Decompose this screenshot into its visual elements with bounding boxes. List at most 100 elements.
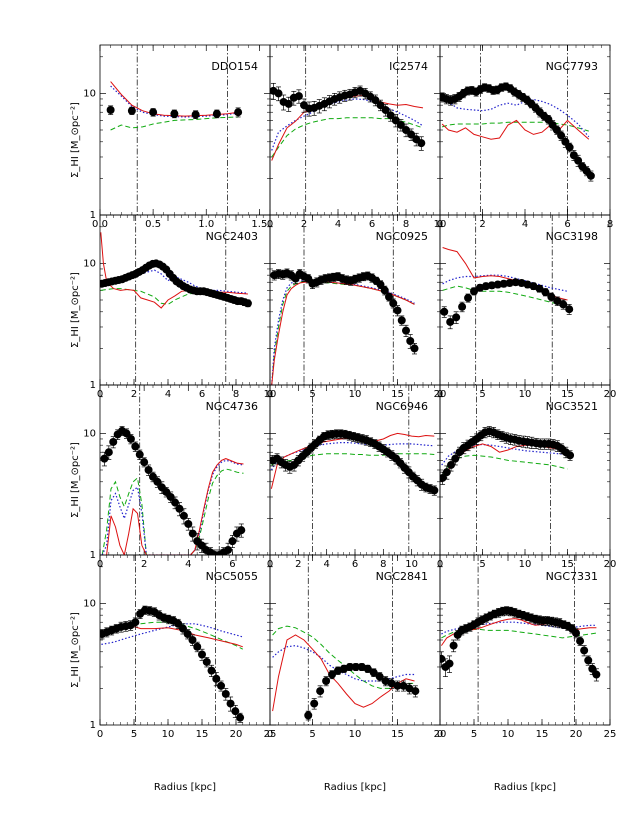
data-point	[221, 689, 230, 698]
x-tick-label: 15	[561, 559, 574, 570]
x-tick-label: 1.0	[198, 219, 214, 230]
data-point	[393, 306, 402, 315]
data-point	[565, 143, 574, 152]
data-point	[104, 448, 113, 457]
data-point	[140, 458, 149, 467]
data-point	[442, 468, 451, 477]
y-axis-label: Σ_HI [M_⊙pc⁻²]	[70, 442, 81, 518]
observed-series	[270, 429, 439, 496]
model-green-curve	[272, 625, 415, 689]
model-red-curve	[102, 458, 244, 555]
data-point	[284, 99, 293, 108]
data-point	[565, 305, 574, 314]
y-tick-label: 10	[83, 428, 96, 439]
model-red-curve	[272, 634, 415, 712]
data-point	[175, 504, 184, 513]
data-point	[153, 477, 162, 486]
observed-series	[100, 259, 252, 308]
x-tick-label: 25	[604, 729, 617, 740]
data-point	[406, 337, 415, 346]
x-tick-label: 15	[536, 729, 549, 740]
data-point	[396, 120, 405, 129]
data-point	[131, 618, 140, 627]
galaxy-name-label: NGC4736	[206, 400, 258, 413]
data-point	[345, 662, 354, 671]
data-point	[369, 668, 378, 677]
data-point	[411, 687, 420, 696]
data-point	[228, 537, 237, 546]
x-tick-label: 4	[323, 559, 329, 570]
data-point	[380, 286, 389, 295]
data-point	[310, 699, 319, 708]
data-point	[487, 281, 496, 290]
data-point	[580, 646, 589, 655]
x-tick-label: 6	[352, 559, 358, 570]
x-tick-label: 4	[522, 219, 528, 230]
y-tick-label: 1	[90, 210, 96, 221]
x-tick-label: 15	[391, 729, 404, 740]
galaxy-name-label: NGC3521	[546, 400, 598, 413]
x-tick-label: 5	[131, 729, 137, 740]
data-point	[226, 699, 235, 708]
galaxy-name-label: DDO154	[211, 60, 258, 73]
data-point	[363, 664, 372, 673]
x-tick-label: 2	[141, 559, 147, 570]
x-tick-label: 6	[229, 559, 235, 570]
data-point	[122, 429, 131, 438]
x-tick-label: 5	[479, 389, 485, 400]
data-point	[445, 659, 454, 668]
data-point	[592, 670, 601, 679]
x-tick-label: 15	[561, 389, 574, 400]
y-tick-label: 10	[83, 598, 96, 609]
y-axis-label: Σ_HI [M_⊙pc⁻²]	[70, 612, 81, 688]
galaxy-name-label: NGC3198	[546, 230, 598, 243]
observed-series	[440, 426, 575, 485]
model-blue-curve	[271, 280, 415, 385]
x-tick-label: 10	[162, 729, 175, 740]
data-point	[430, 486, 439, 495]
data-point	[541, 288, 550, 297]
model-green-curve	[101, 468, 244, 555]
data-point	[470, 287, 478, 296]
x-tick-label: 15	[391, 389, 404, 400]
observed-series	[440, 606, 601, 682]
data-point	[393, 681, 402, 690]
data-point	[464, 293, 473, 302]
data-point	[511, 278, 520, 287]
data-point	[588, 664, 597, 673]
data-point	[179, 511, 188, 520]
x-tick-label: 8	[380, 559, 386, 570]
x-tick-label: 8	[233, 389, 239, 400]
data-point	[198, 650, 206, 659]
y-tick-label: 1	[90, 550, 96, 561]
x-tick-label: 10	[519, 559, 532, 570]
data-point	[294, 92, 303, 101]
x-tick-label: 6	[369, 219, 375, 230]
data-point	[106, 106, 115, 115]
data-point	[371, 96, 380, 105]
model-blue-curve	[101, 623, 243, 645]
data-point	[375, 672, 384, 681]
x-tick-label: 0	[97, 729, 103, 740]
data-point	[274, 89, 283, 98]
data-point	[193, 642, 202, 651]
model-blue-curve	[101, 459, 244, 555]
data-point	[202, 657, 211, 666]
data-point	[322, 677, 331, 686]
data-point	[389, 299, 398, 308]
y-axis-label: Σ_HI [M_⊙pc⁻²]	[70, 102, 81, 178]
model-blue-curve	[441, 97, 590, 138]
data-point	[446, 317, 455, 326]
model-green-curve	[441, 121, 589, 132]
galaxy-name-label: NGC0925	[376, 230, 428, 243]
observed-series	[440, 278, 574, 330]
data-point	[559, 300, 568, 309]
data-point	[231, 707, 240, 716]
data-point	[447, 460, 456, 469]
galaxy-name-label: NGC5055	[206, 570, 258, 583]
x-tick-label: 20	[434, 729, 447, 740]
